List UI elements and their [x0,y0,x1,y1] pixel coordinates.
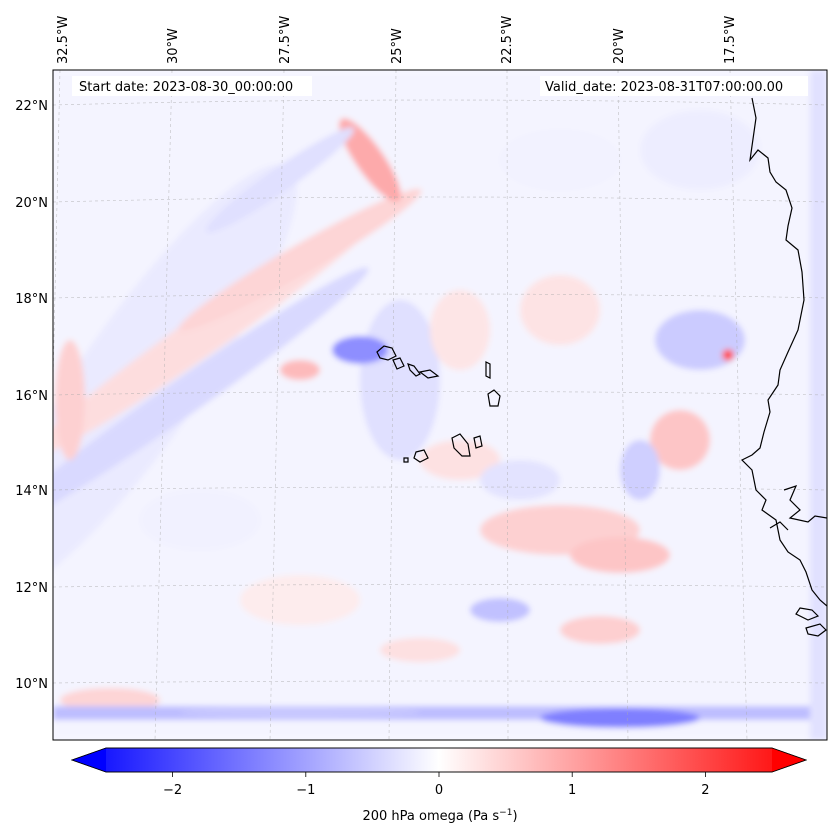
lat-label-16n: 16°N [15,389,48,404]
island-boa-vista [487,389,501,407]
lon-label-25w: 25°W [390,28,405,64]
coastlines [376,97,827,637]
lon-label-22-5w: 22.5°W [500,16,515,64]
latitude-labels: 22°N 20°N 18°N 16°N 14°N 12°N 10°N [15,99,48,692]
colorbar-tick-label: 1 [568,783,576,798]
lon-label-32-5w: 32.5°W [56,16,71,64]
omega-field [53,70,827,740]
valid-date-label: Valid_date: 2023-08-31T07:00:00.00 [545,80,783,95]
island-santo-antao [376,345,397,361]
colorbar-min-extend [72,748,106,772]
map-plot-area: Start date: 2023-08-30_00:00:00 Valid_da… [52,69,828,741]
lat-label-14n: 14°N [15,484,48,499]
colorbar-tick-label: −1 [296,783,315,798]
island-sal-small [418,369,440,379]
map-gridlines [53,70,827,740]
colorbar-tick-label: −2 [163,783,182,798]
island-sao-nicolau [407,363,421,377]
island-sal [485,361,491,379]
island-brava [403,457,409,463]
lon-label-20w: 20°W [612,28,627,64]
lat-label-12n: 12°N [15,581,48,596]
lat-label-20n: 20°N [15,196,48,211]
lon-label-27-5w: 27.5°W [278,16,293,64]
colorbar: −2 −1 0 1 2 200 hPa omega (Pa s−1) [70,747,808,824]
lon-label-17-5w: 17.5°W [723,16,738,64]
start-date-box [72,76,312,96]
lat-label-10n: 10°N [15,677,48,692]
colorbar-ticks: −2 −1 0 1 2 [163,772,710,798]
lat-label-22n: 22°N [15,99,48,114]
lon-label-30w: 30°W [166,28,181,64]
colorbar-bar [70,747,808,773]
colorbar-tick-label: 0 [435,783,443,798]
lat-label-18n: 18°N [15,292,48,307]
colorbar-max-extend [772,748,806,772]
island-sao-vicente [392,357,405,370]
valid-date-box [540,76,808,96]
map-frame [52,69,828,741]
island-maio [473,435,483,449]
colorbar-tick-label: 2 [701,783,709,798]
colorbar-label: 200 hPa omega (Pa s−1) [362,808,517,824]
longitude-labels: 32.5°W 30°W 27.5°W 25°W 22.5°W 20°W 17.5… [56,16,738,64]
start-date-label: Start date: 2023-08-30_00:00:00 [79,80,293,95]
island-santiago [451,433,471,457]
africa-coastline [740,97,827,607]
island-fogo [413,449,429,463]
